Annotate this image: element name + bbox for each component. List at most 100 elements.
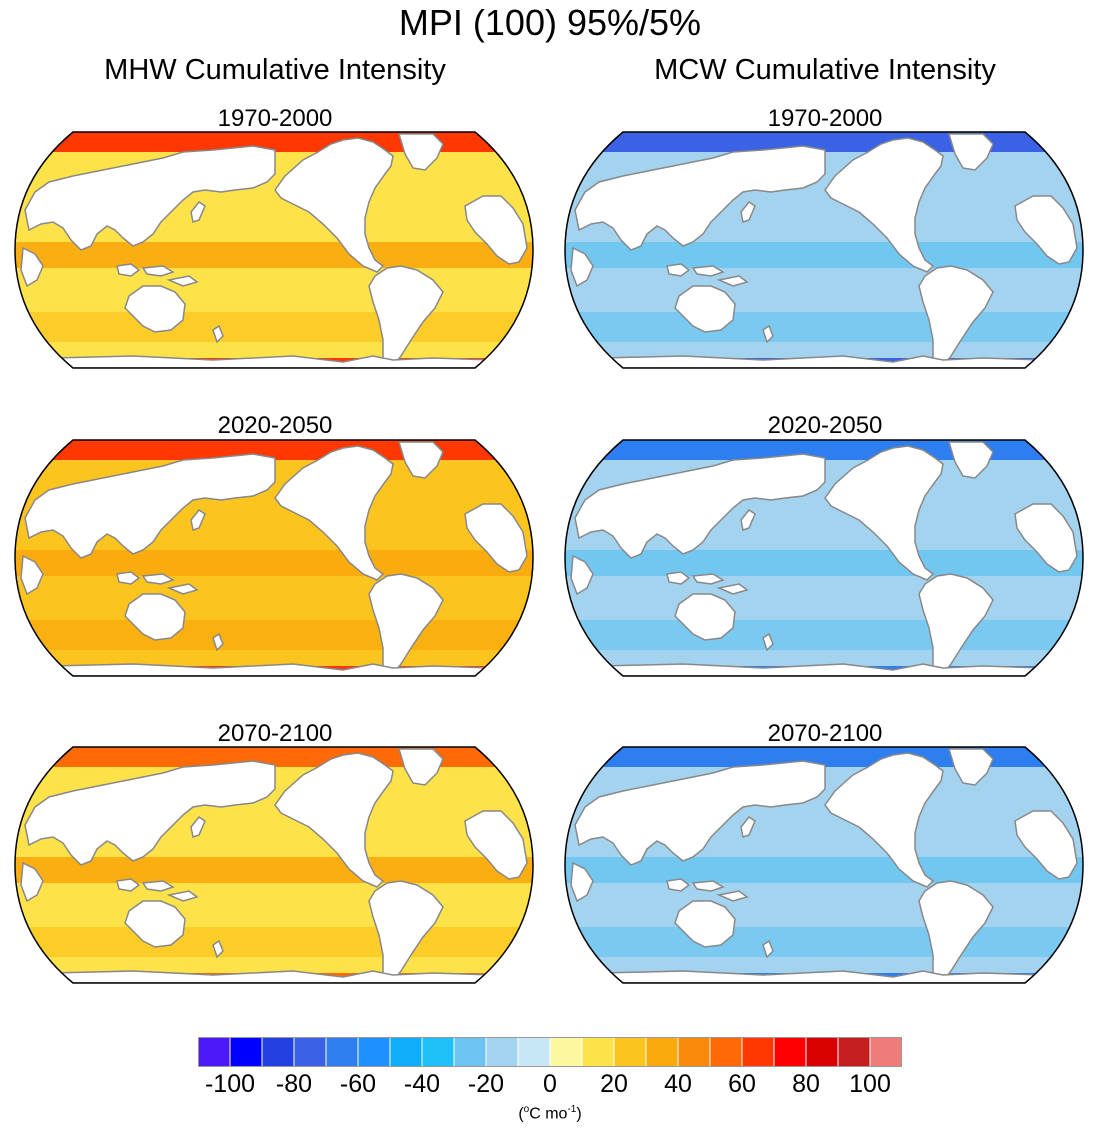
colorbar-segment — [805, 1036, 839, 1068]
map-frame — [14, 439, 534, 677]
land-mass — [947, 441, 994, 479]
land-mass — [124, 285, 186, 333]
land-mass — [740, 200, 756, 223]
land-mass — [666, 571, 691, 585]
land-mass — [116, 571, 141, 585]
main-title: MPI (100) 95%/5% — [398, 2, 702, 43]
arctic-hotspot — [565, 440, 1083, 460]
land-mass — [716, 275, 749, 287]
map-mcw-2020-2050 — [564, 439, 1084, 677]
land-mass — [666, 263, 691, 277]
land-mass — [762, 939, 774, 959]
land-mass — [274, 445, 394, 581]
equatorial-band — [565, 242, 1083, 268]
panel-title-mcw-2020-2050: 2020-2050 — [767, 412, 883, 439]
land-mass — [824, 137, 944, 273]
colorbar-tick-label: 20 — [600, 1070, 628, 1098]
land-mass — [141, 880, 175, 892]
land-mass — [368, 880, 444, 983]
land-mass — [570, 554, 594, 596]
equatorial-band — [565, 550, 1083, 576]
colorbar-segment — [293, 1036, 327, 1068]
map-mhw-2020-2050 — [14, 439, 534, 677]
land-mass — [464, 195, 528, 265]
land-mass — [397, 133, 444, 171]
southern-band — [565, 312, 1083, 342]
colorbar-segment — [709, 1036, 743, 1068]
land-mass — [24, 145, 276, 251]
arctic-hotspot — [565, 132, 1083, 152]
land-mass — [212, 324, 224, 344]
land-mass — [274, 752, 394, 888]
colorbar-segment — [453, 1036, 487, 1068]
equatorial-band — [15, 857, 533, 883]
arctic-hotspot — [15, 747, 533, 767]
panel-title-mcw-2070-2100: 2070-2100 — [767, 720, 883, 747]
colorbar-segment — [549, 1036, 583, 1068]
land-mass — [740, 508, 756, 531]
colorbar-segment — [677, 1036, 711, 1068]
land-mass — [190, 815, 206, 838]
arctic-hotspot — [565, 747, 1083, 767]
land-mass — [116, 878, 141, 892]
land-mass — [141, 265, 175, 277]
colorbar-segment — [517, 1036, 551, 1068]
land-mass — [24, 453, 276, 559]
land-mass — [20, 861, 44, 903]
colorbar-units: (oC mo-1) — [518, 1104, 582, 1123]
land-mass — [674, 285, 736, 333]
mcw-column-title: MCW Cumulative Intensity — [654, 54, 996, 86]
land-mass — [116, 263, 141, 277]
land-mass — [574, 760, 826, 866]
equatorial-band — [15, 550, 533, 576]
land-mass — [51, 970, 496, 983]
land-mass — [166, 583, 199, 595]
colorbar-tick-label: -100 — [204, 1070, 256, 1098]
land-mass — [601, 355, 1046, 368]
land-mass — [274, 137, 394, 273]
colorbar-segment — [261, 1036, 295, 1068]
map-mhw-1970-2000 — [14, 131, 534, 369]
land-mass — [762, 632, 774, 652]
colorbar-segment — [421, 1036, 455, 1068]
land-mass — [20, 246, 44, 288]
map-frame — [564, 131, 1084, 369]
land-mass — [918, 265, 994, 368]
panel-title-mhw-2070-2100: 2070-2100 — [217, 720, 333, 747]
land-mass — [166, 890, 199, 902]
map-frame — [564, 439, 1084, 677]
land-mass — [190, 200, 206, 223]
land-mass — [1014, 810, 1078, 880]
land-mass — [574, 453, 826, 559]
colorbar-tick-label: -20 — [467, 1070, 505, 1098]
panel-title-mhw-2020-2050: 2020-2050 — [217, 412, 333, 439]
colorbar-tick-label: 0 — [543, 1070, 557, 1098]
colorbar-segment — [645, 1036, 679, 1068]
land-mass — [141, 573, 175, 585]
colorbar-segment — [741, 1036, 775, 1068]
land-mass — [368, 265, 444, 368]
colorbar-tick-label: 100 — [849, 1070, 891, 1098]
colorbar-svg — [197, 1036, 903, 1068]
land-mass — [918, 573, 994, 676]
colorbar-segment — [357, 1036, 391, 1068]
colorbar-segment — [613, 1036, 647, 1068]
land-mass — [691, 573, 725, 585]
colorbar-segment — [325, 1036, 359, 1068]
colorbar — [197, 1036, 903, 1072]
southern-band — [565, 927, 1083, 957]
colorbar-tick-label: -60 — [339, 1070, 377, 1098]
land-mass — [824, 445, 944, 581]
colorbar-outline — [198, 1037, 902, 1067]
land-mass — [368, 573, 444, 676]
land-mass — [601, 970, 1046, 983]
colorbar-tick-label: -40 — [403, 1070, 441, 1098]
colorbar-segment — [869, 1036, 903, 1068]
land-mass — [24, 760, 276, 866]
land-mass — [212, 939, 224, 959]
equatorial-band — [565, 857, 1083, 883]
colorbar-segment — [581, 1036, 615, 1068]
land-mass — [740, 815, 756, 838]
map-frame — [14, 131, 534, 369]
land-mass — [824, 752, 944, 888]
